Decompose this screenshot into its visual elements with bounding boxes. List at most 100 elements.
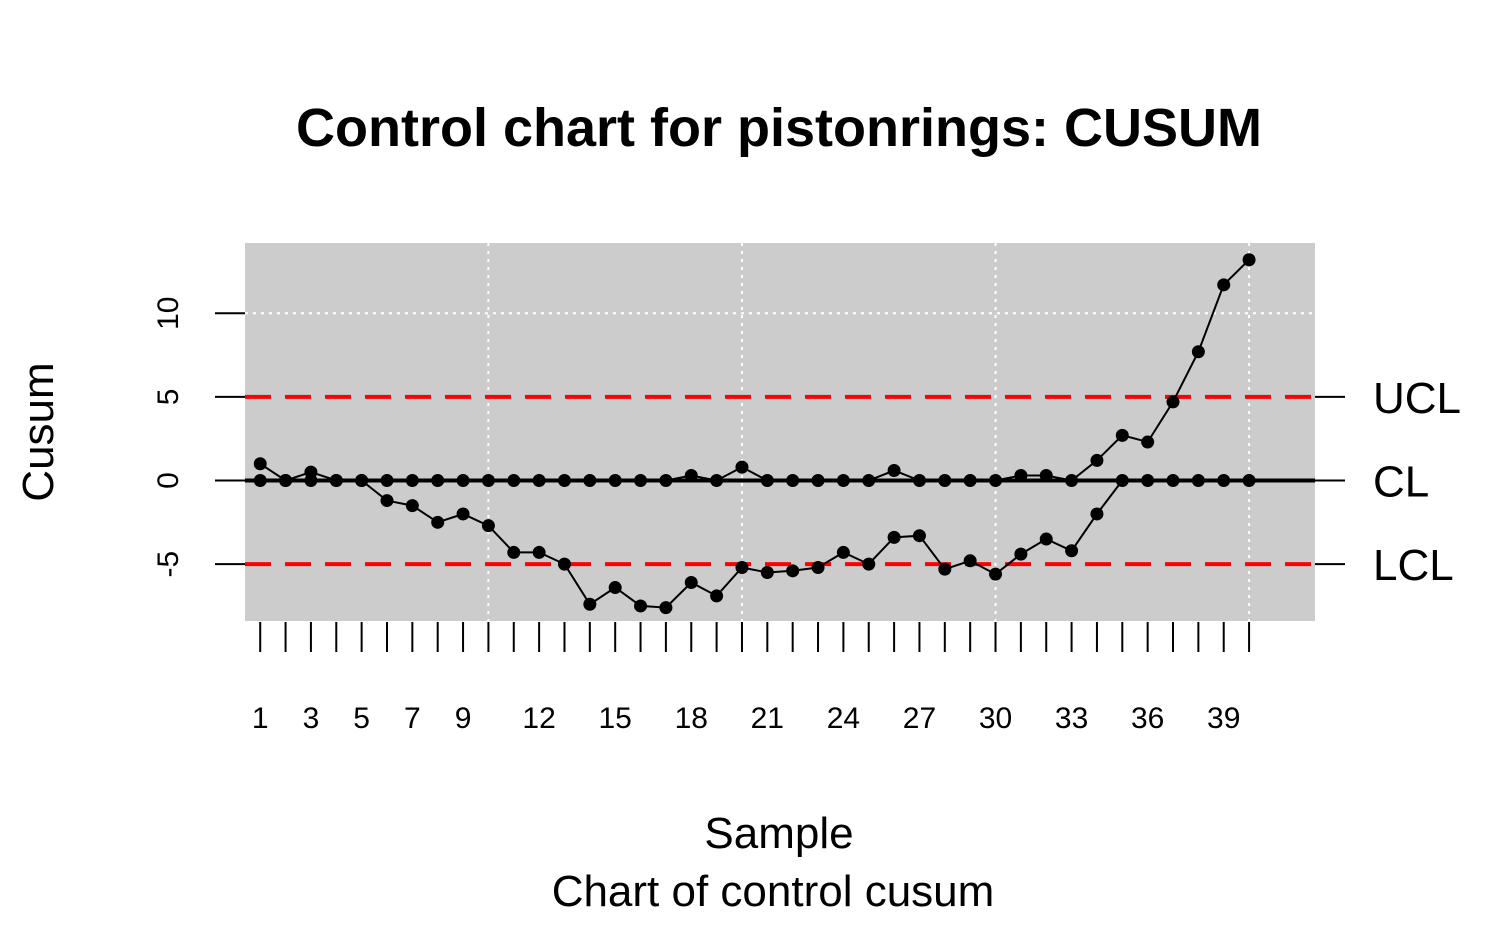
y-tick-label: 0: [152, 472, 185, 489]
x-tick-label: 27: [903, 702, 936, 735]
series-2-point: [405, 474, 419, 488]
series-2-point: [760, 474, 774, 488]
series-1-point: [811, 560, 825, 574]
series-2-point: [735, 460, 749, 474]
series-1-point: [634, 599, 648, 613]
series-1-point: [1166, 474, 1180, 488]
series-1-point: [887, 530, 901, 544]
series-2-point: [887, 463, 901, 477]
x-tick-label: 24: [827, 702, 860, 735]
series-1-point: [507, 545, 521, 559]
x-tick-label: 36: [1131, 702, 1164, 735]
series-2-point: [355, 474, 369, 488]
series-2-point: [1115, 428, 1129, 442]
series-1-point: [1115, 474, 1129, 488]
series-1-point: [1242, 474, 1256, 488]
series-2-point: [786, 474, 800, 488]
series-2-point: [989, 474, 1003, 488]
series-1-point: [760, 565, 774, 579]
series-2-point: [1141, 435, 1155, 449]
series-2-point: [1166, 395, 1180, 409]
series-1-point: [786, 564, 800, 578]
series-2-point: [1242, 253, 1256, 267]
series-2-point: [532, 474, 546, 488]
series-1-point: [481, 519, 495, 533]
series-1-point: [431, 515, 445, 529]
series-2-point: [634, 474, 648, 488]
series-1-point: [659, 601, 673, 615]
series-1-point: [938, 562, 952, 576]
series-line-2: [260, 258, 1250, 482]
series-2-point: [912, 474, 926, 488]
series-2-point: [557, 474, 571, 488]
series-2-point: [836, 474, 850, 488]
series-2-point: [507, 474, 521, 488]
series-2-point: [253, 474, 267, 488]
series-1-point: [532, 545, 546, 559]
x-tick-label: 5: [353, 702, 370, 735]
series-1-point: [608, 581, 622, 595]
limit-label-cl: CL: [1373, 458, 1429, 507]
y-axis-label: Cusum: [14, 362, 63, 501]
x-tick-label: 9: [455, 702, 472, 735]
chart-subtitle: Chart of control cusum: [552, 867, 995, 916]
series-2-point: [1065, 474, 1079, 488]
series-2-point: [1014, 468, 1028, 482]
series-1-point: [557, 557, 571, 571]
series-1-point: [1191, 474, 1205, 488]
series-1-point: [963, 554, 977, 568]
series-1-point: [912, 529, 926, 543]
x-tick-label: 12: [522, 702, 555, 735]
x-tick-label: 3: [303, 702, 320, 735]
series-1-point: [735, 560, 749, 574]
y-tick-label: 5: [152, 389, 185, 406]
series-1-point: [1141, 474, 1155, 488]
series-2-point: [1217, 278, 1231, 292]
x-tick-label: 7: [404, 702, 421, 735]
series-2-point: [710, 474, 724, 488]
x-tick-label: 33: [1055, 702, 1088, 735]
series-2-point: [304, 474, 318, 488]
series-1-point: [1217, 474, 1231, 488]
plot-panel: [245, 243, 1315, 621]
series-2-point: [608, 474, 622, 488]
series-2-point: [1090, 453, 1104, 467]
series-2-point: [329, 474, 343, 488]
series-2-point: [811, 474, 825, 488]
series-2-point: [583, 474, 597, 488]
series-1-point: [989, 567, 1003, 581]
series-2-point: [938, 474, 952, 488]
series-1-point: [1065, 544, 1079, 558]
series-1-point: [380, 494, 394, 508]
series-1-point: [1039, 532, 1053, 546]
limit-label-lcl: LCL: [1373, 541, 1454, 590]
series-1-point: [862, 557, 876, 571]
series-line-1: [259, 462, 1250, 609]
x-tick-label: 30: [979, 702, 1012, 735]
limit-label-ucl: UCL: [1373, 374, 1461, 423]
x-axis-label: Sample: [704, 809, 853, 858]
series-1-point: [1090, 507, 1104, 521]
series-1-point: [836, 545, 850, 559]
series-2-point: [456, 474, 470, 488]
series-2-point: [684, 468, 698, 482]
series-2-point: [963, 474, 977, 488]
series-1-point: [710, 589, 724, 603]
chart-title: Control chart for pistonrings: CUSUM: [296, 98, 1262, 158]
series-1-point: [583, 597, 597, 611]
x-tick-label: 21: [751, 702, 784, 735]
series-2-point: [862, 474, 876, 488]
series-1-point: [253, 457, 267, 471]
series-2-point: [279, 474, 293, 488]
x-tick-label: 18: [675, 702, 708, 735]
series-1-point: [1014, 547, 1028, 561]
series-2-point: [1039, 468, 1053, 482]
x-tick-label: 15: [599, 702, 632, 735]
series-2-point: [380, 474, 394, 488]
x-tick-label: 39: [1207, 702, 1240, 735]
y-tick-label: 10: [152, 297, 185, 330]
series-2-point: [659, 474, 673, 488]
